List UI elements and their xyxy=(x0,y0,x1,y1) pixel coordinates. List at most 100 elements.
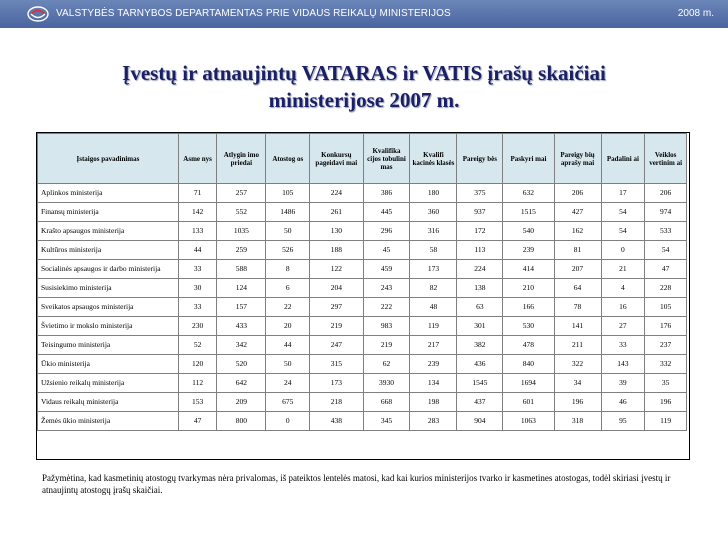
value-cell: 217 xyxy=(409,335,458,355)
value-cell: 120 xyxy=(177,354,218,374)
value-cell: 52 xyxy=(177,335,218,355)
value-cell: 315 xyxy=(309,354,364,374)
value-cell: 224 xyxy=(309,183,364,203)
value-cell: 360 xyxy=(409,202,458,222)
value-cell: 414 xyxy=(502,259,555,279)
value-cell: 4 xyxy=(600,278,646,298)
value-cell: 237 xyxy=(644,335,687,355)
value-cell: 24 xyxy=(265,373,311,393)
table-body: Aplinkos ministerija 71 257 105 224 386 180 375… xyxy=(37,183,687,431)
value-cell: 54 xyxy=(644,240,687,260)
table-row: Užsienio reikalų ministerija 112 642 24 173 3… xyxy=(37,373,687,393)
column-header: Pareigy bės xyxy=(456,133,504,184)
ministry-name-cell: Kultūros ministerija xyxy=(37,240,179,260)
value-cell: 176 xyxy=(644,316,687,336)
value-cell: 39 xyxy=(600,373,646,393)
value-cell: 3930 xyxy=(362,373,411,393)
column-header: Asme nys xyxy=(177,133,218,184)
value-cell: 16 xyxy=(600,297,646,317)
value-cell: 207 xyxy=(553,259,602,279)
ministry-name-cell: Užsienio reikalų ministerija xyxy=(37,373,179,393)
value-cell: 34 xyxy=(553,373,602,393)
value-cell: 459 xyxy=(362,259,411,279)
value-cell: 124 xyxy=(216,278,267,298)
value-cell: 105 xyxy=(644,297,687,317)
value-cell: 130 xyxy=(309,221,364,241)
value-cell: 33 xyxy=(600,335,646,355)
value-cell: 301 xyxy=(456,316,504,336)
value-cell: 259 xyxy=(216,240,267,260)
value-cell: 105 xyxy=(265,183,311,203)
value-cell: 257 xyxy=(216,183,267,203)
value-cell: 54 xyxy=(600,202,646,222)
value-cell: 30 xyxy=(177,278,218,298)
value-cell: 134 xyxy=(409,373,458,393)
column-header: Atostog os xyxy=(265,133,311,184)
value-cell: 58 xyxy=(409,240,458,260)
value-cell: 668 xyxy=(362,392,411,412)
value-cell: 33 xyxy=(177,259,218,279)
value-cell: 206 xyxy=(553,183,602,203)
table-row: Krašto apsaugos ministerija 133 1035 50 130 2… xyxy=(37,221,687,241)
value-cell: 230 xyxy=(177,316,218,336)
value-cell: 204 xyxy=(309,278,364,298)
value-cell: 138 xyxy=(456,278,504,298)
value-cell: 6 xyxy=(265,278,311,298)
ministry-logo-icon xyxy=(27,6,49,22)
value-cell: 21 xyxy=(600,259,646,279)
value-cell: 552 xyxy=(216,202,267,222)
value-cell: 342 xyxy=(216,335,267,355)
value-cell: 209 xyxy=(216,392,267,412)
value-cell: 438 xyxy=(309,411,364,431)
value-cell: 261 xyxy=(309,202,364,222)
header-year: 2008 m. xyxy=(677,8,714,19)
value-cell: 382 xyxy=(456,335,504,355)
value-cell: 63 xyxy=(456,297,504,317)
value-cell: 142 xyxy=(177,202,218,222)
value-cell: 166 xyxy=(502,297,555,317)
table-row: Sveikatos apsaugos ministerija 33 157 22 297… xyxy=(37,297,687,317)
statistics-table-container: Įstaigos pavadinimas Asme nys Atlygin imo … xyxy=(36,132,690,460)
value-cell: 520 xyxy=(216,354,267,374)
value-cell: 1515 xyxy=(502,202,555,222)
column-header: Pareigy bių aprašy mai xyxy=(553,133,602,184)
value-cell: 112 xyxy=(177,373,218,393)
value-cell: 445 xyxy=(362,202,411,222)
value-cell: 437 xyxy=(456,392,504,412)
value-cell: 533 xyxy=(644,221,687,241)
value-cell: 46 xyxy=(600,392,646,412)
value-cell: 904 xyxy=(456,411,504,431)
page-title: Įvestų ir atnaujintų VATARAS ir VATIS įr… xyxy=(40,60,688,114)
value-cell: 1035 xyxy=(216,221,267,241)
value-cell: 133 xyxy=(177,221,218,241)
table-row: Socialinės apsaugos ir darbo ministerija… xyxy=(37,259,687,279)
value-cell: 162 xyxy=(553,221,602,241)
column-header: Konkursų pageidavi mai xyxy=(309,133,364,184)
value-cell: 153 xyxy=(177,392,218,412)
value-cell: 157 xyxy=(216,297,267,317)
page-title-line-1: Įvestų ir atnaujintų VATARAS ir VATIS įr… xyxy=(122,61,606,85)
value-cell: 198 xyxy=(409,392,458,412)
statistics-table: Įstaigos pavadinimas Asme nys Atlygin imo … xyxy=(37,133,687,431)
value-cell: 20 xyxy=(265,316,311,336)
table-row: Susisiekimo ministerija 30 124 6 204 243 82 138… xyxy=(37,278,687,298)
ministry-name-cell: Sveikatos apsaugos ministerija xyxy=(37,297,179,317)
value-cell: 119 xyxy=(409,316,458,336)
value-cell: 1063 xyxy=(502,411,555,431)
ministry-name-cell: Žemės ūkio ministerija xyxy=(37,411,179,431)
value-cell: 196 xyxy=(553,392,602,412)
value-cell: 800 xyxy=(216,411,267,431)
value-cell: 47 xyxy=(644,259,687,279)
ministry-name-cell: Teisingumo ministerija xyxy=(37,335,179,355)
column-header: Veiklos vertinim ai xyxy=(644,133,687,184)
ministry-name-cell: Ūkio ministerija xyxy=(37,354,179,374)
value-cell: 322 xyxy=(553,354,602,374)
value-cell: 239 xyxy=(409,354,458,374)
ministry-name-cell: Švietimo ir mokslo ministerija xyxy=(37,316,179,336)
value-cell: 243 xyxy=(362,278,411,298)
value-cell: 247 xyxy=(309,335,364,355)
value-cell: 17 xyxy=(600,183,646,203)
value-cell: 27 xyxy=(600,316,646,336)
header-bar: VALSTYBĖS TARNYBOS DEPARTAMENTAS PRIE VI… xyxy=(0,0,728,28)
value-cell: 64 xyxy=(553,278,602,298)
